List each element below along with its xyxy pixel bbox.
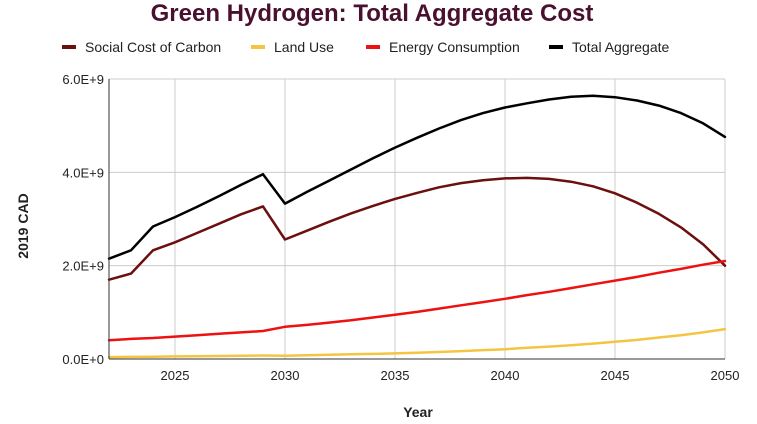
legend-swatch (366, 45, 380, 49)
x-tick-label: 2035 (381, 368, 410, 383)
legend-item-total-aggregate[interactable]: Total Aggregate (549, 39, 670, 55)
legend-swatch (251, 45, 265, 49)
legend-label: Total Aggregate (572, 39, 670, 55)
x-tick-label: 2050 (711, 368, 740, 383)
chart-title: Green Hydrogen: Total Aggregate Cost (151, 0, 594, 27)
x-tick-label: 2040 (491, 368, 520, 383)
y-tick-label: 0.0E+0 (62, 352, 104, 367)
series-line-social-cost-of-carbon (107, 176, 727, 281)
legend: Social Cost of Carbon Land Use Energy Cons… (62, 39, 670, 55)
legend-label: Social Cost of Carbon (85, 39, 221, 55)
x-tick-label: 2045 (601, 368, 630, 383)
series-lines (107, 94, 727, 359)
legend-swatch (62, 45, 76, 49)
legend-item-energy-consumption[interactable]: Energy Consumption (366, 39, 520, 55)
tick-labels: 2025 2030 2035 2040 2045 2050 0.0E+0 2.0E+9 4.0E… (62, 72, 739, 383)
y-tick-label: 4.0E+9 (62, 165, 104, 180)
legend-item-social-cost-of-carbon[interactable]: Social Cost of Carbon (62, 39, 221, 55)
series-line-land-use (107, 327, 727, 359)
x-tick-label: 2025 (161, 368, 190, 383)
series-line-energy-consumption (107, 259, 727, 342)
legend-swatch (549, 45, 563, 49)
y-tick-label: 2.0E+9 (62, 259, 104, 274)
legend-label: Energy Consumption (389, 39, 520, 55)
x-tick-label: 2030 (271, 368, 300, 383)
legend-label: Land Use (274, 39, 334, 55)
axes (108, 79, 725, 360)
series-line-total-aggregate (107, 94, 727, 260)
x-axis-title: Year (403, 404, 433, 420)
y-axis-title: 2019 CAD (15, 193, 31, 258)
y-tick-label: 6.0E+9 (62, 72, 104, 87)
grid-lines (109, 78, 726, 360)
legend-item-land-use[interactable]: Land Use (251, 39, 334, 55)
